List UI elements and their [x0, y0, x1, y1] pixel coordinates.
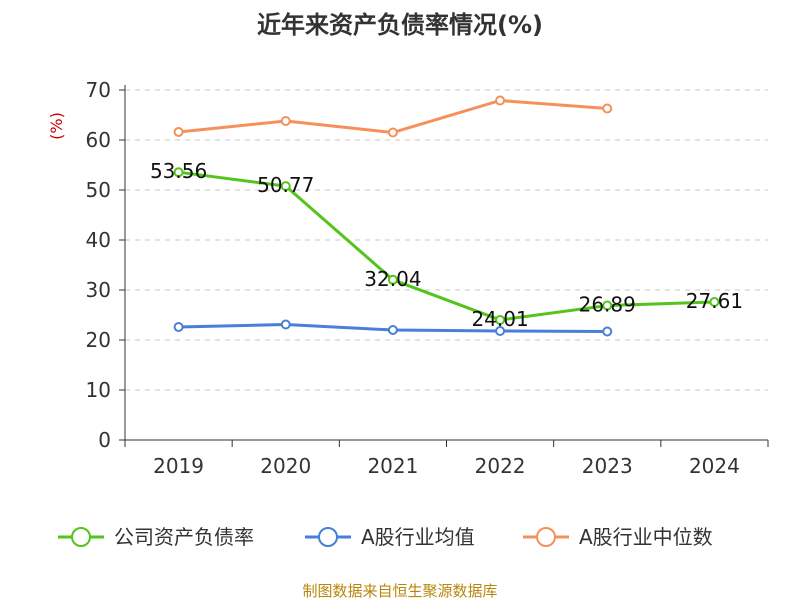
data-point	[602, 300, 613, 311]
data-point	[602, 103, 613, 114]
legend-label: A股行业均值	[361, 525, 475, 549]
series-line	[178, 170, 715, 322]
legend-marker	[318, 527, 338, 547]
data-point	[602, 326, 613, 337]
data-label: 53.56	[150, 159, 207, 183]
legend-label: 公司资产负债率	[114, 525, 254, 549]
legend-marker	[71, 527, 91, 547]
y-tick-label: 60	[86, 128, 111, 152]
y-tick-label: 0	[98, 428, 111, 452]
data-label: 24.01	[471, 307, 528, 331]
axes: 0 10 20 30 40 50 60 70 2019 2020 2021 2022 2023 2024	[86, 78, 769, 478]
data-point	[495, 95, 506, 106]
data-point	[387, 127, 398, 138]
x-tick-label: 2021	[367, 454, 418, 478]
data-point	[173, 322, 184, 332]
x-tick-label: 2019	[153, 454, 204, 478]
grid-lines	[125, 89, 768, 391]
data-point	[280, 116, 291, 126]
x-tick-label: 2023	[582, 454, 633, 478]
x-tick-label: 2024	[689, 454, 740, 478]
y-tick-label: 70	[86, 78, 111, 102]
data-point	[709, 296, 720, 307]
data-point	[495, 326, 506, 336]
legend-marker	[536, 527, 556, 547]
y-tick-label: 20	[86, 328, 111, 352]
data-point	[280, 181, 291, 192]
y-tick-label: 50	[86, 178, 111, 202]
data-point	[173, 167, 184, 178]
data-label: 50.77	[257, 173, 314, 197]
x-tick-label: 2020	[260, 454, 311, 478]
data-point	[495, 314, 506, 325]
y-tick-label: 10	[86, 378, 111, 402]
legend: 公司资产负债率 A股行业均值 A股行业中位数	[58, 525, 713, 549]
data-label: 26.89	[579, 293, 636, 317]
series-layer	[173, 95, 720, 337]
source-note: 制图数据来自恒生聚源数据库	[302, 582, 497, 600]
data-label: 32.04	[364, 267, 421, 291]
chart-title: 近年来资产负债率情况(%)	[257, 11, 543, 39]
data-point	[387, 325, 398, 335]
y-tick-label: 30	[86, 278, 111, 302]
x-tick-label: 2022	[475, 454, 526, 478]
y-axis-unit: (%)	[47, 112, 66, 140]
data-point	[280, 319, 291, 330]
legend-label: A股行业中位数	[579, 525, 713, 549]
data-label: 27.61	[686, 289, 743, 313]
data-point	[173, 127, 184, 137]
data-point	[387, 274, 398, 285]
y-tick-label: 40	[86, 228, 111, 252]
data-labels: 53.56 50.77 32.04 24.01 26.89 27.61	[150, 159, 743, 331]
